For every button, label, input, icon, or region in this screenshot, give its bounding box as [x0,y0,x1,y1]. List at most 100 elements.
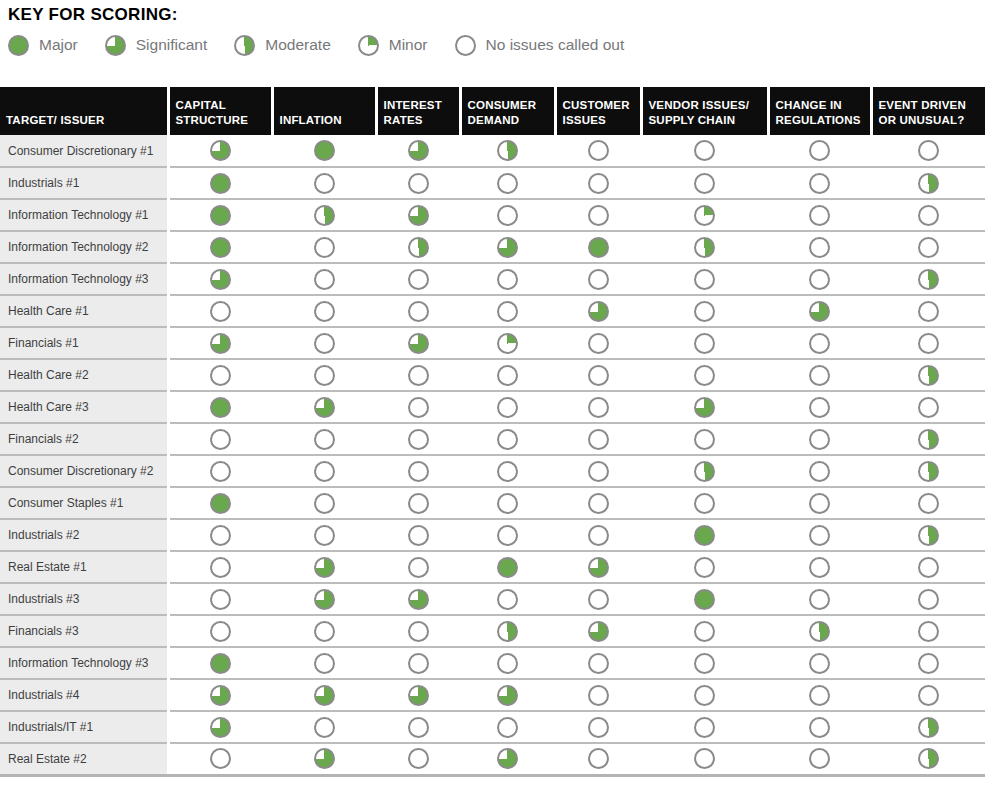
score-cell [871,711,985,743]
row-label: Industrials #2 [0,519,168,551]
row-label: Information Technology #2 [0,231,168,263]
score-cell [376,359,460,391]
no-issues-icon [408,429,429,450]
row-label: Health Care #2 [0,359,168,391]
score-cell [871,327,985,359]
moderate-icon [694,461,715,482]
no-issues-icon [497,493,518,514]
row-label: Consumer Discretionary #1 [0,135,168,167]
row-label: Consumer Discretionary #2 [0,455,168,487]
no-issues-icon [210,589,231,610]
score-cell [272,423,376,455]
no-issues-icon [694,333,715,354]
score-cell [376,743,460,775]
score-cell [460,679,555,711]
score-cell [641,711,768,743]
no-issues-icon [809,173,830,194]
score-cell [768,295,871,327]
row-label: Health Care #1 [0,295,168,327]
no-issues-icon [694,653,715,674]
key-item-major: Major [8,35,78,56]
score-cell [768,743,871,775]
significant-icon [588,301,609,322]
score-cell [168,167,272,199]
score-cell [555,199,641,231]
no-issues-icon [809,493,830,514]
major-icon [314,140,335,161]
score-cell [460,167,555,199]
row-label: Real Estate #1 [0,551,168,583]
no-issues-icon [918,557,939,578]
score-cell [871,743,985,775]
scoring-table: TARGET/ ISSUERCAPITAL STRUCTUREINFLATION… [0,87,985,777]
no-issues-icon [588,429,609,450]
score-cell [555,295,641,327]
no-issues-icon [809,589,830,610]
no-issues-icon [314,365,335,386]
no-issues-icon [588,269,609,290]
score-cell [641,743,768,775]
key-item-label: Significant [136,36,208,54]
significant-icon [588,621,609,642]
no-issues-icon [314,237,335,258]
score-cell [272,519,376,551]
moderate-icon [408,237,429,258]
no-issues-icon [497,717,518,738]
scoring-report: KEY FOR SCORING: MajorSignificantModerat… [0,0,1000,800]
table-row: Consumer Staples #1 [0,487,985,519]
score-cell [555,647,641,679]
no-issues-icon [314,429,335,450]
column-header: CHANGE IN REGULATIONS [768,87,871,135]
no-issues-icon [809,269,830,290]
score-cell [376,519,460,551]
major-icon [694,589,715,610]
table-row: Health Care #2 [0,359,985,391]
score-cell [272,583,376,615]
major-icon [210,237,231,258]
score-cell [272,295,376,327]
score-cell [555,231,641,263]
score-cell [460,391,555,423]
score-cell [460,519,555,551]
no-issues-icon [918,493,939,514]
major-icon [210,397,231,418]
score-cell [460,423,555,455]
no-issues-icon [588,589,609,610]
moderate-icon [918,461,939,482]
score-cell [168,583,272,615]
significant-icon [497,748,518,769]
score-cell [555,359,641,391]
score-cell [460,487,555,519]
row-label: Industrials #4 [0,679,168,711]
major-icon [210,493,231,514]
no-issues-icon [918,237,939,258]
score-cell [871,647,985,679]
key-item-label: Minor [389,36,428,54]
no-issues-icon [694,717,715,738]
no-issues-icon [588,525,609,546]
no-issues-icon [314,653,335,674]
score-cell [871,615,985,647]
no-issues-icon [497,205,518,226]
no-issues-icon [314,493,335,514]
score-cell [641,167,768,199]
score-cell [555,519,641,551]
score-cell [272,743,376,775]
table-row: Information Technology #2 [0,231,985,263]
score-cell [460,327,555,359]
score-cell [168,615,272,647]
no-issues-icon [809,205,830,226]
table-row: Industrials #4 [0,679,985,711]
table-row: Information Technology #3 [0,263,985,295]
no-issues-icon [210,525,231,546]
significant-icon [809,301,830,322]
moderate-icon [918,365,939,386]
moderate-icon [918,173,939,194]
score-cell [272,263,376,295]
score-cell [768,327,871,359]
no-issues-icon [809,525,830,546]
key-item-label: Major [39,36,78,54]
score-cell [168,743,272,775]
key-item-significant: Significant [105,35,208,56]
significant-icon [497,685,518,706]
